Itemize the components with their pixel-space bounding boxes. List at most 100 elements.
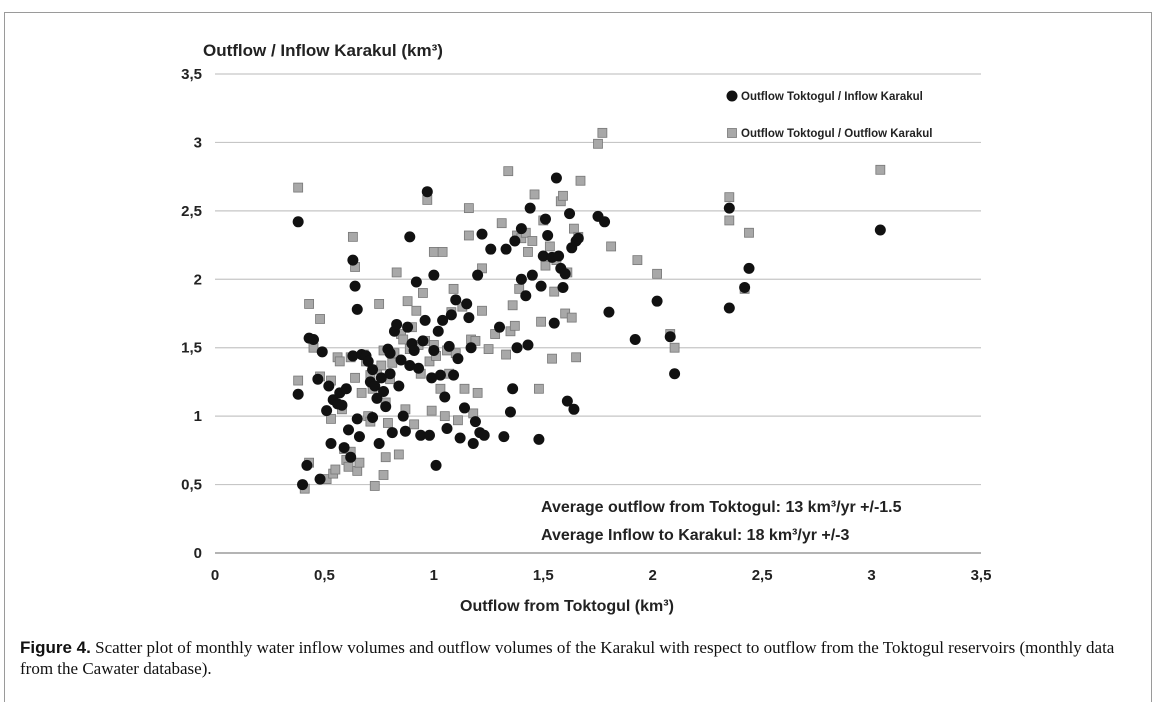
point-outflow-toktogul-inflow-karakul bbox=[292, 216, 304, 228]
point-outflow-toktogul-inflow-karakul bbox=[603, 306, 615, 318]
point-outflow-toktogul-inflow-karakul bbox=[426, 372, 438, 384]
point-outflow-toktogul-outflow-karakul bbox=[391, 267, 402, 278]
point-outflow-toktogul-outflow-karakul bbox=[330, 464, 341, 475]
point-outflow-toktogul-inflow-karakul bbox=[478, 429, 490, 441]
point-outflow-toktogul-inflow-karakul bbox=[485, 243, 497, 255]
point-outflow-toktogul-inflow-karakul bbox=[739, 281, 751, 293]
point-outflow-toktogul-inflow-karakul bbox=[509, 235, 521, 247]
point-outflow-toktogul-outflow-karakul bbox=[606, 241, 617, 252]
point-outflow-toktogul-inflow-karakul bbox=[539, 213, 551, 225]
point-outflow-toktogul-inflow-karakul bbox=[371, 392, 383, 404]
annotation-outflow: Average outflow from Toktogul: 13 km³/yr… bbox=[541, 499, 902, 516]
point-outflow-toktogul-inflow-karakul bbox=[550, 172, 562, 184]
point-outflow-toktogul-outflow-karakul bbox=[424, 356, 435, 367]
point-outflow-toktogul-outflow-karakul bbox=[347, 231, 358, 242]
point-outflow-toktogul-outflow-karakul bbox=[483, 344, 494, 354]
point-outflow-toktogul-outflow-karakul bbox=[547, 353, 557, 364]
point-outflow-toktogul-outflow-karakul bbox=[428, 247, 439, 257]
point-outflow-toktogul-outflow-karakul bbox=[356, 387, 367, 398]
point-outflow-toktogul-inflow-karakul bbox=[367, 364, 379, 376]
point-outflow-toktogul-outflow-karakul bbox=[437, 247, 448, 257]
point-outflow-toktogul-outflow-karakul bbox=[501, 349, 511, 360]
y-tick-label: 0 bbox=[194, 545, 202, 562]
point-outflow-toktogul-inflow-karakul bbox=[410, 276, 422, 288]
legend-label: Outflow Toktogul / Inflow Karakul bbox=[741, 91, 923, 103]
point-outflow-toktogul-inflow-karakul bbox=[559, 268, 571, 280]
point-outflow-toktogul-inflow-karakul bbox=[408, 344, 420, 356]
point-outflow-toktogul-outflow-karakul bbox=[503, 166, 514, 177]
point-outflow-toktogul-outflow-karakul bbox=[453, 415, 463, 426]
point-outflow-toktogul-inflow-karakul bbox=[553, 250, 565, 262]
point-outflow-toktogul-inflow-karakul bbox=[292, 388, 304, 400]
point-outflow-toktogul-outflow-karakul bbox=[315, 314, 325, 324]
x-tick-label: 2 bbox=[649, 567, 657, 584]
point-outflow-toktogul-outflow-karakul bbox=[374, 299, 385, 309]
point-outflow-toktogul-outflow-karakul bbox=[744, 227, 754, 238]
legend-marker-circle bbox=[726, 90, 738, 102]
point-outflow-toktogul-inflow-karakul bbox=[369, 380, 381, 392]
point-outflow-toktogul-inflow-karakul bbox=[443, 340, 455, 352]
point-outflow-toktogul-inflow-karakul bbox=[307, 334, 319, 346]
y-tick-label: 0,5 bbox=[181, 477, 202, 494]
point-outflow-toktogul-inflow-karakul bbox=[384, 347, 396, 359]
point-outflow-toktogul-inflow-karakul bbox=[437, 314, 449, 326]
point-outflow-toktogul-inflow-karakul bbox=[507, 383, 519, 395]
point-outflow-toktogul-inflow-karakul bbox=[399, 425, 411, 437]
point-outflow-toktogul-inflow-karakul bbox=[353, 431, 365, 443]
point-outflow-toktogul-inflow-karakul bbox=[428, 344, 440, 356]
point-outflow-toktogul-inflow-karakul bbox=[450, 294, 462, 306]
point-outflow-toktogul-inflow-karakul bbox=[340, 383, 352, 395]
point-outflow-toktogul-inflow-karakul bbox=[336, 399, 348, 411]
y-tick-label: 3 bbox=[194, 134, 202, 151]
point-outflow-toktogul-inflow-karakul bbox=[533, 433, 545, 445]
x-tick-label: 0 bbox=[211, 567, 219, 584]
point-outflow-toktogul-outflow-karakul bbox=[293, 375, 304, 386]
point-outflow-toktogul-inflow-karakul bbox=[461, 298, 473, 310]
point-outflow-toktogul-inflow-karakul bbox=[454, 432, 466, 444]
point-outflow-toktogul-outflow-karakul bbox=[369, 481, 380, 491]
point-outflow-toktogul-inflow-karakul bbox=[504, 406, 516, 418]
point-outflow-toktogul-inflow-karakul bbox=[535, 280, 547, 292]
point-outflow-toktogul-outflow-karakul bbox=[326, 413, 336, 424]
point-outflow-toktogul-outflow-karakul bbox=[439, 411, 450, 422]
point-outflow-toktogul-outflow-karakul bbox=[472, 387, 483, 398]
point-outflow-toktogul-outflow-karakul bbox=[566, 312, 577, 323]
point-outflow-toktogul-inflow-karakul bbox=[393, 380, 405, 392]
point-outflow-toktogul-inflow-karakul bbox=[548, 317, 560, 329]
point-outflow-toktogul-outflow-karakul bbox=[571, 352, 582, 363]
point-outflow-toktogul-outflow-karakul bbox=[523, 247, 533, 257]
point-outflow-toktogul-outflow-karakul bbox=[411, 305, 422, 316]
point-outflow-toktogul-outflow-karakul bbox=[448, 283, 459, 294]
point-outflow-toktogul-outflow-karakul bbox=[398, 334, 409, 345]
point-outflow-toktogul-outflow-karakul bbox=[652, 268, 662, 279]
point-outflow-toktogul-outflow-karakul bbox=[378, 470, 389, 480]
point-outflow-toktogul-inflow-karakul bbox=[515, 273, 527, 285]
point-outflow-toktogul-inflow-karakul bbox=[561, 395, 573, 407]
point-outflow-toktogul-inflow-karakul bbox=[572, 232, 584, 244]
point-outflow-toktogul-outflow-karakul bbox=[569, 223, 579, 234]
point-outflow-toktogul-outflow-karakul bbox=[463, 203, 474, 214]
point-outflow-toktogul-inflow-karakul bbox=[664, 331, 676, 343]
point-outflow-toktogul-outflow-karakul bbox=[529, 189, 540, 200]
point-outflow-toktogul-inflow-karakul bbox=[373, 438, 385, 450]
point-outflow-toktogul-inflow-karakul bbox=[314, 473, 326, 485]
point-outflow-toktogul-inflow-karakul bbox=[397, 410, 409, 422]
point-outflow-toktogul-inflow-karakul bbox=[599, 216, 611, 228]
point-outflow-toktogul-inflow-karakul bbox=[452, 353, 464, 365]
point-outflow-toktogul-inflow-karakul bbox=[349, 280, 361, 292]
legend: Outflow Toktogul / Inflow Karakul Outflow… bbox=[726, 90, 932, 140]
y-tick-label: 1,5 bbox=[181, 340, 202, 357]
point-outflow-toktogul-inflow-karakul bbox=[465, 342, 477, 354]
point-outflow-toktogul-inflow-karakul bbox=[338, 442, 350, 454]
point-outflow-toktogul-inflow-karakul bbox=[395, 354, 407, 366]
point-outflow-toktogul-inflow-karakul bbox=[568, 403, 580, 415]
point-outflow-toktogul-outflow-karakul bbox=[354, 457, 365, 468]
point-outflow-toktogul-outflow-karakul bbox=[724, 192, 735, 203]
x-tick-label: 2,5 bbox=[752, 567, 773, 584]
point-outflow-toktogul-inflow-karakul bbox=[384, 368, 396, 380]
point-outflow-toktogul-inflow-karakul bbox=[723, 302, 735, 314]
point-outflow-toktogul-inflow-karakul bbox=[419, 314, 431, 326]
point-outflow-toktogul-inflow-karakul bbox=[476, 228, 488, 240]
point-outflow-toktogul-outflow-karakul bbox=[343, 461, 354, 472]
y-tick-label: 2 bbox=[194, 271, 202, 288]
